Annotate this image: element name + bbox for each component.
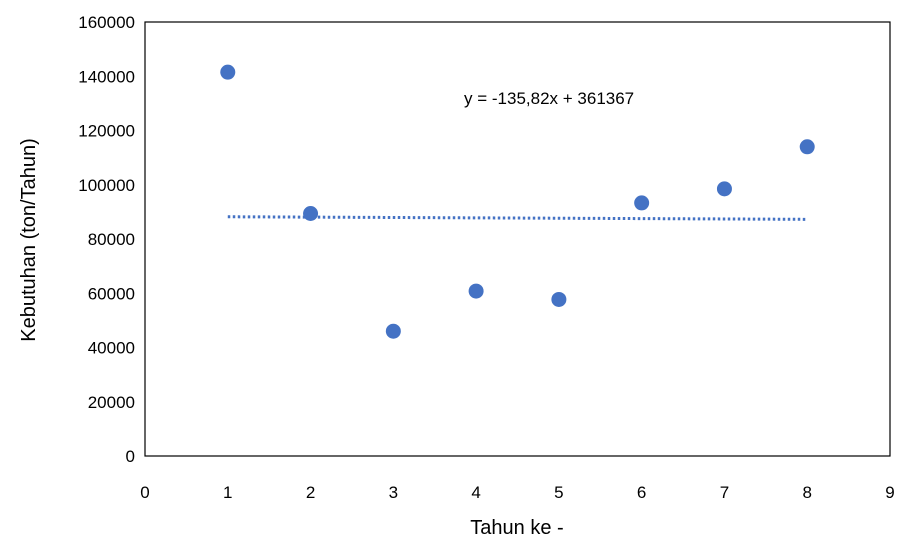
data-point (303, 206, 319, 222)
y-tick-label: 140000 (78, 67, 135, 86)
x-tick-label: 5 (554, 483, 563, 502)
y-axis-tick-labels: 0 20000 40000 60000 80000 100000 120000 140000 1… (78, 13, 135, 466)
data-point (551, 291, 567, 307)
x-tick-label: 8 (802, 483, 811, 502)
x-axis-label: Tahun ke - (470, 517, 563, 539)
x-tick-label: 7 (720, 483, 729, 502)
y-tick-label: 40000 (88, 339, 135, 358)
x-tick-label: 1 (223, 483, 232, 502)
x-tick-label: 6 (637, 483, 646, 502)
data-point (385, 323, 401, 339)
x-axis-tick-labels: 0 1 2 3 4 5 6 7 8 9 (140, 483, 894, 502)
plot-area-frame (144, 21, 891, 457)
y-tick-label: 20000 (88, 393, 135, 412)
x-tick-label: 4 (471, 483, 480, 502)
y-tick-label: 100000 (78, 176, 135, 195)
x-tick-label: 3 (389, 483, 398, 502)
x-tick-label: 2 (306, 483, 315, 502)
y-axis-label: Kebutuhan (ton/Tahun) (18, 138, 40, 342)
data-points (220, 64, 815, 339)
data-point (716, 181, 732, 197)
data-point (799, 139, 815, 155)
y-tick-label: 0 (126, 447, 135, 466)
x-tick-label: 0 (140, 483, 149, 502)
data-point (220, 64, 236, 80)
x-tick-label: 9 (885, 483, 894, 502)
data-point (634, 195, 650, 211)
trendline-group (227, 215, 808, 221)
y-tick-label: 80000 (88, 230, 135, 249)
y-tick-label: 120000 (78, 122, 135, 141)
y-tick-label: 160000 (78, 13, 135, 32)
y-tick-label: 60000 (88, 284, 135, 303)
trendline-equation: y = -135,82x + 361367 (464, 89, 634, 108)
trendline (227, 215, 808, 221)
data-point (468, 283, 484, 299)
